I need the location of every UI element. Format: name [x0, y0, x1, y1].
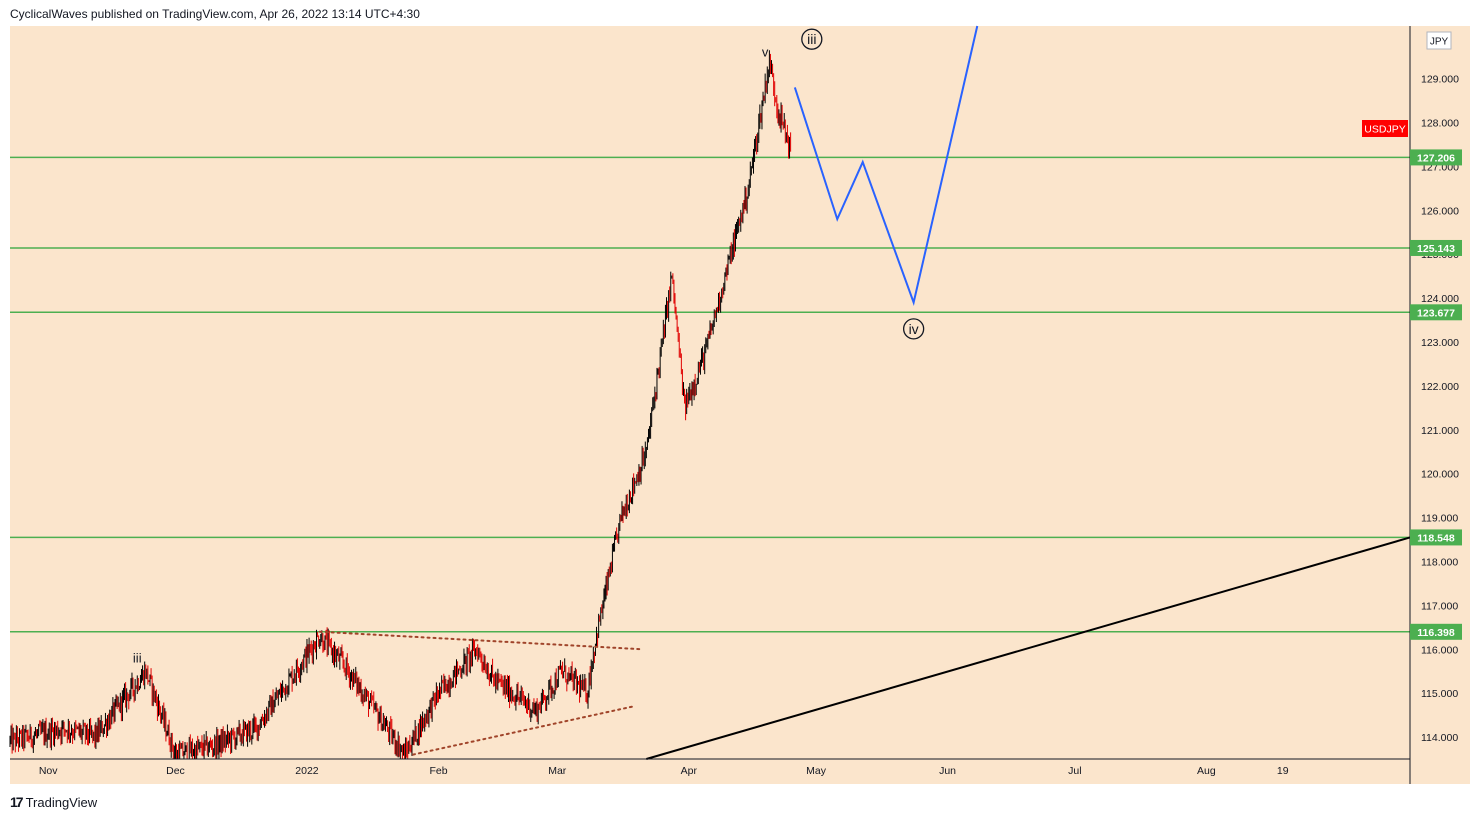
price-tick-label: 114.000: [1421, 732, 1458, 744]
tradingview-logo-text: TradingView: [25, 794, 98, 810]
level-labels: 127.206 125.143 123.677 118.548 116.398: [1410, 149, 1462, 640]
level-label-bg: [1410, 623, 1462, 640]
tradingview-logo[interactable]: 17 TradingView: [10, 794, 97, 810]
price-tick-label: 118.000: [1421, 556, 1458, 568]
price-tick-label: 120.000: [1421, 469, 1459, 481]
price-tick-label: 116.000: [1421, 644, 1458, 656]
level-label: 127.206: [1417, 152, 1455, 164]
triangle-upper-line: [318, 630, 644, 651]
price-tick-label: 129.000: [1421, 74, 1459, 86]
time-tick-label: Dec: [166, 765, 185, 777]
publisher-header: CyclicalWaves published on TradingView.c…: [10, 7, 420, 21]
price-tick-label: 115.000: [1421, 688, 1458, 700]
wave-label: iii: [133, 650, 142, 665]
price-tick-label: 121.000: [1421, 425, 1459, 437]
time-tick-label: 2022: [295, 765, 319, 777]
level-label-bg: [1410, 239, 1462, 256]
price-tick-label: 123.000: [1421, 337, 1459, 349]
chart-background: [10, 26, 1470, 784]
time-tick-label: Mar: [548, 765, 567, 777]
price-tick-label: 119.000: [1421, 513, 1458, 525]
time-tick-label: Jul: [1068, 765, 1081, 777]
trendline: [646, 536, 1411, 760]
time-axis[interactable]: Nov Dec 2022 Feb Mar Apr May Jun Jul Aug 19: [39, 765, 1289, 777]
price-tick-label: 117.000: [1421, 600, 1458, 612]
time-tick-label: Nov: [39, 765, 58, 777]
price-axis[interactable]: 129.000128.000127.000126.000125.000124.0…: [1421, 74, 1459, 744]
plot-area: iii v iii iv: [9, 25, 1411, 760]
price-tick-label: 126.000: [1421, 205, 1459, 217]
wave-label: iv: [909, 321, 919, 337]
time-tick-label: Feb: [429, 765, 447, 777]
symbol-badge: USDJPY: [1362, 120, 1408, 137]
time-tick-label: Aug: [1197, 765, 1216, 777]
symbol-label: USDJPY: [1364, 124, 1405, 136]
level-label-bg: [1410, 304, 1462, 321]
time-tick-label: Jun: [939, 765, 956, 777]
triangle-lower-line: [412, 705, 635, 756]
price-tick-label: 122.000: [1421, 381, 1459, 393]
wave-label-circle: [902, 318, 925, 340]
wave-label-circle: [801, 28, 823, 50]
currency-badge[interactable]: JPY: [1426, 31, 1452, 50]
level-label: 118.548: [1417, 532, 1455, 544]
time-tick-label: May: [806, 765, 827, 777]
level-label-bg: [1410, 149, 1462, 166]
tradingview-logo-icon: 17: [10, 794, 24, 810]
projection-path: [793, 25, 979, 307]
wave-label: v: [762, 45, 769, 60]
currency-label: JPY: [1430, 37, 1449, 48]
level-label: 123.677: [1417, 307, 1455, 319]
price-tick-label: 124.000: [1421, 293, 1459, 305]
time-tick-label: 19: [1277, 765, 1289, 777]
time-tick-label: Apr: [681, 765, 698, 777]
wave-label: iii: [807, 31, 816, 47]
symbol-badge-bg: [1362, 120, 1408, 137]
currency-badge-bg: [1426, 31, 1452, 50]
level-label: 125.143: [1417, 243, 1455, 255]
level-label: 116.398: [1417, 627, 1455, 639]
level-label-bg: [1410, 529, 1462, 546]
price-tick-label: 128.000: [1421, 118, 1459, 130]
